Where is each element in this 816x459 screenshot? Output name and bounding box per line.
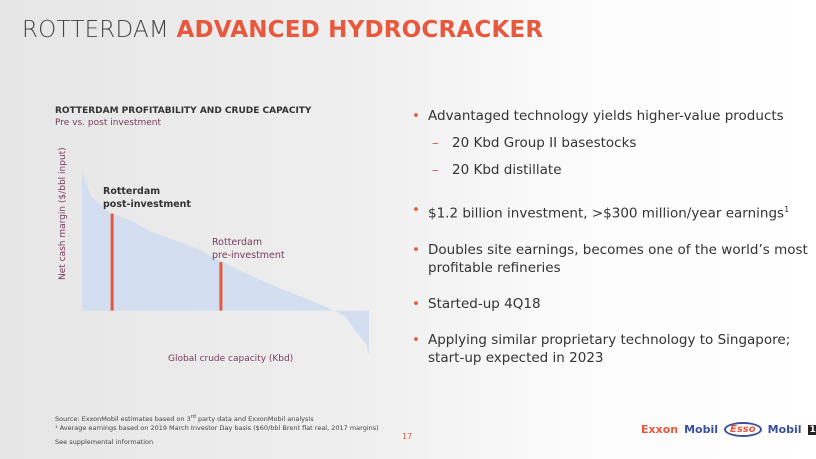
bullet-list: Advantaged technology yields higher-valu… — [412, 107, 812, 367]
slide-title: ROTTERDAM ADVANCED HYDROCRACKER — [22, 17, 544, 43]
supplemental-link[interactable]: See supplemental information — [55, 438, 154, 446]
exxon-logo: Exxon — [641, 423, 679, 436]
chart-subtitle: Pre vs. post investment — [55, 118, 162, 128]
bullet: Applying similar proprietary technology … — [412, 331, 812, 367]
bullet: $1.2 billion investment, >$300 million/y… — [412, 201, 812, 223]
pre-investment-marker — [219, 262, 223, 311]
page-number: 17 — [402, 432, 413, 441]
y-axis-label: Net cash margin ($/bbl input) — [58, 147, 68, 280]
mobil-logo: Mobil — [684, 423, 719, 436]
x-axis-label: Global crude capacity (Kbd) — [168, 354, 294, 364]
post-investment-label: Rotterdam post-investment — [103, 186, 191, 210]
sub-bullet: 20 Kbd Group II basestocks — [412, 134, 812, 152]
bullet: Advantaged technology yields higher-valu… — [412, 107, 812, 125]
mobil1-number: 1 — [807, 424, 816, 435]
bullet: Started-up 4Q18 — [412, 295, 812, 313]
post-investment-marker — [110, 213, 114, 311]
mobil1-logo: Mobil — [767, 423, 802, 436]
margin-area — [82, 172, 369, 355]
brand-logos: Exxon Mobil Esso Mobil 1 — [641, 422, 816, 437]
pre-investment-label: Rotterdam pre-investment — [212, 237, 285, 261]
footnote: ¹ Average earnings based on 2019 March I… — [55, 424, 379, 432]
bullet: Doubles site earnings, becomes one of th… — [412, 241, 812, 277]
chart-title: ROTTERDAM PROFITABILITY AND CRUDE CAPACI… — [55, 106, 312, 116]
source-note: Source: ExxonMobil estimates based on 3r… — [55, 414, 314, 424]
sub-bullet: 20 Kbd distillate — [412, 161, 812, 179]
esso-logo: Esso — [724, 422, 762, 437]
